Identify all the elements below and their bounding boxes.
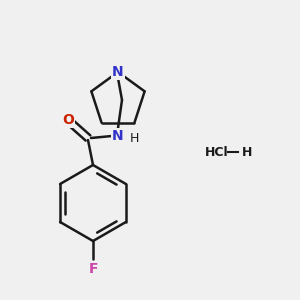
Text: F: F — [88, 262, 98, 276]
Text: N: N — [112, 129, 124, 143]
Text: H: H — [242, 146, 252, 158]
Text: O: O — [62, 113, 74, 127]
Text: N: N — [112, 65, 124, 79]
Text: HCl: HCl — [205, 146, 229, 158]
Text: H: H — [129, 131, 139, 145]
